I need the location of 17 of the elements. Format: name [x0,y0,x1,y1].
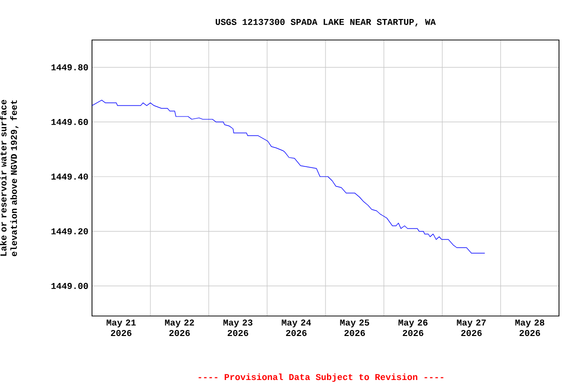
y-axis-title: Lake or reservoir water surface elevation above NGVD 1929, feet [0,100,18,256]
y-tick-label: 1449.60 [51,118,88,126]
y-tick-label: 1449.80 [51,64,88,70]
x-tick-label: May 28 2026 [515,320,544,336]
line-series [92,100,486,254]
x-tick-label: May 22 2026 [165,320,194,336]
y-tick-label: 1449.20 [51,228,88,234]
x-tick-label: May 23 2026 [223,320,252,336]
y-tick-label: 1449.40 [51,174,88,180]
y-tick-label: 1449.00 [51,282,88,289]
x-tick-label: May 24 2026 [282,320,311,336]
x-tick-label: May 25 2026 [340,320,370,336]
x-tick-label: May 21 2026 [106,320,136,336]
x-tick-label: May 27 2026 [456,320,486,336]
x-tick-label: May 26 2026 [398,320,428,336]
text: ---- Provisional Data Subject to Revision ---- [198,374,444,382]
chart-title: USGS 12137300 SPADA LAKE NEAR STARTUP, WA [216,18,436,27]
